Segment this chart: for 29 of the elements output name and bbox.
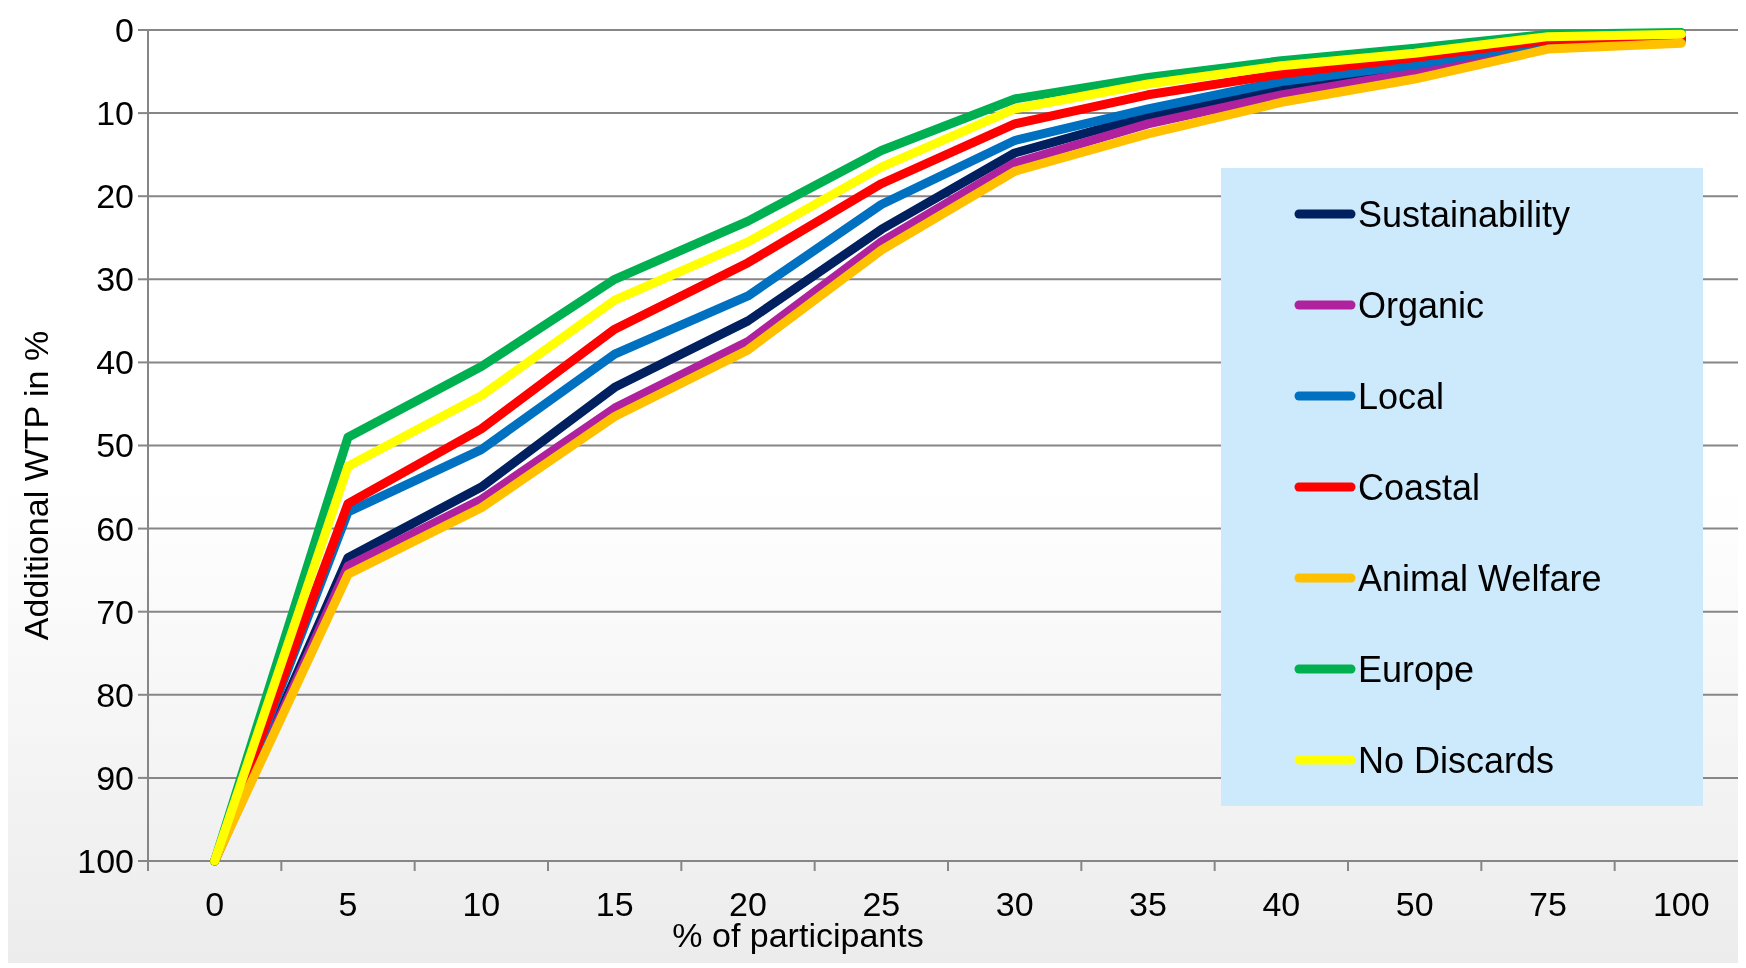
legend-label: Coastal [1358, 466, 1481, 508]
x-tick-label: 40 [1262, 885, 1301, 923]
y-axis-title: Additional WTP in % [17, 330, 55, 641]
x-tick-label: 0 [205, 885, 225, 923]
x-tick-label: 30 [995, 885, 1034, 923]
legend-label: Local [1358, 375, 1445, 417]
legend-label: No Discards [1358, 739, 1555, 781]
y-tick-label: 80 [96, 675, 134, 714]
legend-label: Sustainability [1358, 193, 1571, 235]
y-tick-label: 0 [115, 10, 134, 49]
legend-label: Organic [1358, 284, 1485, 326]
x-tick-label: 35 [1129, 885, 1167, 923]
y-tick-label: 90 [96, 758, 134, 797]
legend-label: Europe [1358, 648, 1475, 690]
y-tick-label: 70 [96, 592, 134, 631]
x-tick-label: 5 [338, 885, 358, 923]
y-tick-label: 40 [96, 343, 134, 382]
x-tick-label: 75 [1529, 885, 1567, 923]
x-tick-label: 100 [1652, 885, 1710, 923]
legend-label: Animal Welfare [1358, 557, 1602, 599]
y-tick-label: 50 [96, 426, 134, 465]
x-tick-label: 50 [1395, 885, 1434, 923]
y-tick-label: 10 [96, 94, 134, 132]
y-tick-label: 100 [77, 841, 134, 880]
x-tick-label: 10 [462, 885, 501, 923]
y-tick-label: 60 [96, 509, 134, 548]
y-tick-label: 20 [96, 177, 134, 216]
x-tick-label: 15 [595, 885, 634, 923]
y-tick-label: 30 [96, 260, 134, 299]
